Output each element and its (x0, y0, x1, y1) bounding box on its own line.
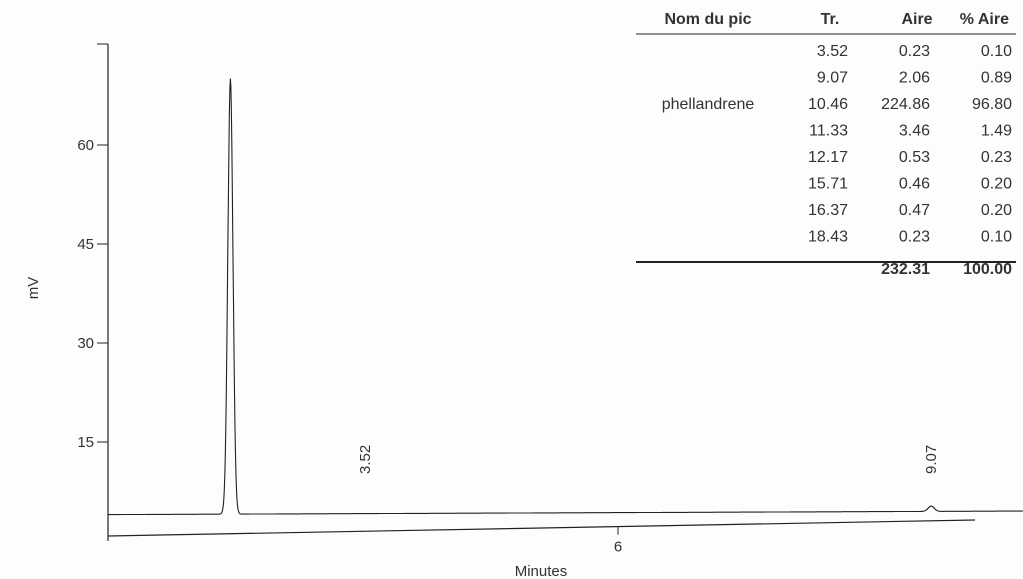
table-cell: 9.07 (817, 70, 848, 87)
y-tick-label: 45 (77, 236, 94, 253)
y-axis-title: mV (25, 277, 42, 300)
table-cell: 10.46 (808, 96, 848, 113)
peak-label: 9.07 (923, 445, 940, 474)
x-axis-title: Minutes (515, 563, 568, 579)
table-cell: 0.20 (981, 176, 1012, 193)
table-cell: 15.71 (808, 176, 848, 193)
table-cell: 0.89 (981, 70, 1012, 87)
table-cell: 3.46 (899, 123, 930, 140)
table-cell: 16.37 (808, 202, 848, 219)
table-cell: 96.80 (972, 96, 1012, 113)
table-cell: 18.43 (808, 229, 848, 246)
table-total: 232.31 (881, 261, 930, 278)
table-header: Tr. (821, 11, 840, 28)
table-header: Nom du pic (664, 11, 751, 28)
peak-label: 3.52 (357, 445, 374, 474)
table-header: % Aire (960, 11, 1009, 28)
table-cell: 0.20 (981, 202, 1012, 219)
table-cell: 1.49 (981, 123, 1012, 140)
table-cell: 0.10 (981, 229, 1012, 246)
table-cell: 0.23 (981, 149, 1012, 166)
x-axis-line (108, 520, 975, 536)
axes: 153045606121824MinutesmV (25, 44, 1023, 579)
table-cell: 0.10 (981, 43, 1012, 60)
table-cell: 0.46 (899, 176, 930, 193)
table-header: Aire (901, 11, 932, 28)
table-cell: 12.17 (808, 149, 848, 166)
chromatogram-trace (108, 79, 1023, 515)
table-total: 100.00 (963, 261, 1012, 278)
table-cell: 0.53 (899, 149, 930, 166)
table-cell: 0.23 (899, 43, 930, 60)
table-cell: 11.33 (809, 123, 848, 140)
table-cell: 0.47 (899, 202, 930, 219)
table-cell: phellandrene (662, 96, 755, 113)
peak-table: Nom du pic Tr. Aire % Aire 3.52 0.23 0.10 9.07 2… (636, 11, 1016, 278)
table-cell: 0.23 (899, 229, 930, 246)
table-cell: 224.86 (881, 96, 930, 113)
trace-line (108, 79, 1023, 515)
x-tick-label: 6 (614, 539, 622, 556)
y-tick-label: 15 (77, 434, 94, 451)
y-tick-label: 60 (77, 137, 94, 154)
table-cell: 3.52 (817, 43, 848, 60)
y-tick-label: 30 (77, 335, 94, 352)
table-cell: 2.06 (899, 70, 930, 87)
